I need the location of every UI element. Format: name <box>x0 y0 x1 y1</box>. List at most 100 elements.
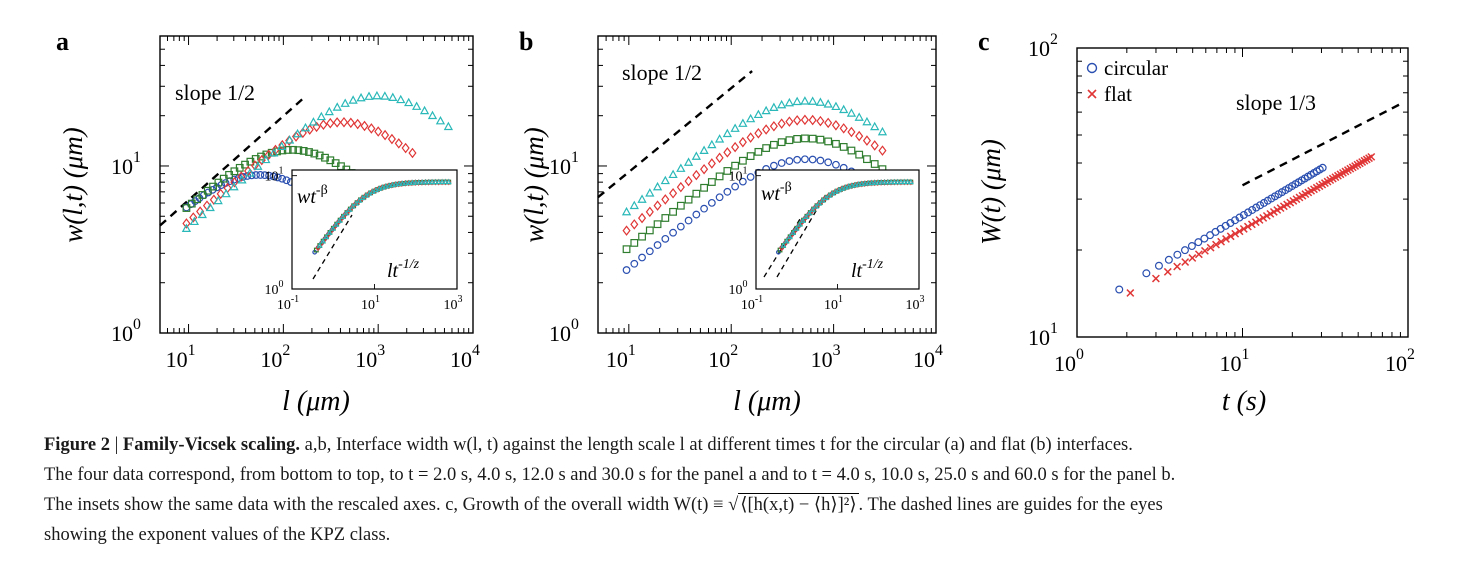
inset-point <box>790 229 797 235</box>
inset-point <box>412 179 419 185</box>
data-point <box>316 111 327 121</box>
data-point <box>1239 224 1248 233</box>
data-point <box>257 152 265 161</box>
data-point <box>715 193 724 202</box>
data-point <box>715 172 724 181</box>
data-point <box>629 200 639 210</box>
data-point <box>332 102 342 111</box>
inset-point <box>793 225 800 231</box>
data-point <box>731 182 740 191</box>
data-point <box>762 144 771 152</box>
inset-point <box>359 195 365 203</box>
data-point <box>630 219 639 230</box>
data-point <box>1252 203 1261 212</box>
data-point <box>793 135 802 143</box>
inset-series-triangle <box>316 178 452 248</box>
inset-point <box>875 179 882 185</box>
series-circular <box>1115 163 1327 294</box>
data-point <box>692 169 701 181</box>
data-point <box>754 128 763 139</box>
data-point <box>855 130 864 142</box>
y-tick-label: 101 <box>111 149 141 179</box>
inset-point <box>346 206 353 212</box>
data-point <box>187 199 196 208</box>
caption-line-3: The insets show the same data with the r… <box>44 493 1163 515</box>
data-point <box>1318 163 1327 172</box>
data-point <box>408 147 417 159</box>
x-tick-label: 103 <box>355 342 385 372</box>
inset-point <box>802 215 808 222</box>
data-point <box>321 153 329 162</box>
y-axis-label-a: w(l,t) (μm) <box>58 127 88 243</box>
data-point <box>292 128 303 138</box>
data-point <box>746 173 755 181</box>
data-point <box>256 171 265 179</box>
inset-point <box>333 221 340 227</box>
data-point <box>1181 258 1190 266</box>
data-point <box>746 152 755 161</box>
series-triangle <box>181 90 454 233</box>
data-point <box>738 177 747 186</box>
data-point <box>324 106 334 116</box>
inset-point <box>808 207 815 215</box>
data-point <box>356 92 366 102</box>
inset-point <box>812 204 818 212</box>
data-point <box>278 174 287 183</box>
data-point <box>1194 250 1203 259</box>
inset-y-tick-label: 100 <box>265 279 284 298</box>
inset-point <box>342 211 348 219</box>
data-point <box>630 259 639 268</box>
guide-line-a <box>159 95 307 227</box>
inset-point <box>884 178 891 185</box>
data-point <box>645 206 654 218</box>
data-point <box>846 108 857 117</box>
data-point <box>832 139 840 148</box>
data-point <box>824 137 833 146</box>
data-point <box>396 94 406 104</box>
data-point <box>1247 220 1256 229</box>
data-point <box>714 134 725 143</box>
inset-point <box>396 180 403 187</box>
data-point <box>443 121 454 131</box>
inset-point <box>345 207 351 215</box>
data-point <box>692 189 701 198</box>
inset-point <box>805 211 811 219</box>
data-point <box>310 149 319 158</box>
data-point <box>668 169 678 179</box>
data-point <box>676 201 685 210</box>
data-point <box>676 222 685 231</box>
data-point <box>1251 218 1260 227</box>
data-point <box>271 144 280 156</box>
data-point <box>777 118 786 129</box>
data-point <box>1217 237 1226 246</box>
series-flat <box>1126 152 1376 297</box>
data-point <box>1222 235 1230 243</box>
inset-guide-b-2 <box>776 193 827 278</box>
inset-point <box>907 178 914 185</box>
slope-guide-line <box>159 95 307 227</box>
data-point <box>707 139 717 149</box>
data-point <box>700 163 709 175</box>
data-point <box>216 188 225 200</box>
panel-label-a: a <box>56 27 69 56</box>
inset-point <box>901 178 908 185</box>
data-point <box>738 118 748 127</box>
data-point <box>645 188 655 197</box>
legend-label-flat: flat <box>1104 82 1132 106</box>
inset-point <box>409 179 416 185</box>
data-point <box>1173 250 1182 259</box>
data-point <box>182 218 191 229</box>
inset-point <box>432 178 439 185</box>
data-point <box>237 171 246 182</box>
data-point <box>221 188 231 198</box>
x-tick-label: 102 <box>260 342 290 372</box>
data-point <box>793 155 802 164</box>
data-point <box>823 99 833 108</box>
inset-point <box>845 183 852 189</box>
data-point <box>394 138 403 149</box>
data-point <box>815 97 826 106</box>
inset-point <box>871 179 878 185</box>
inset-point <box>803 213 810 220</box>
